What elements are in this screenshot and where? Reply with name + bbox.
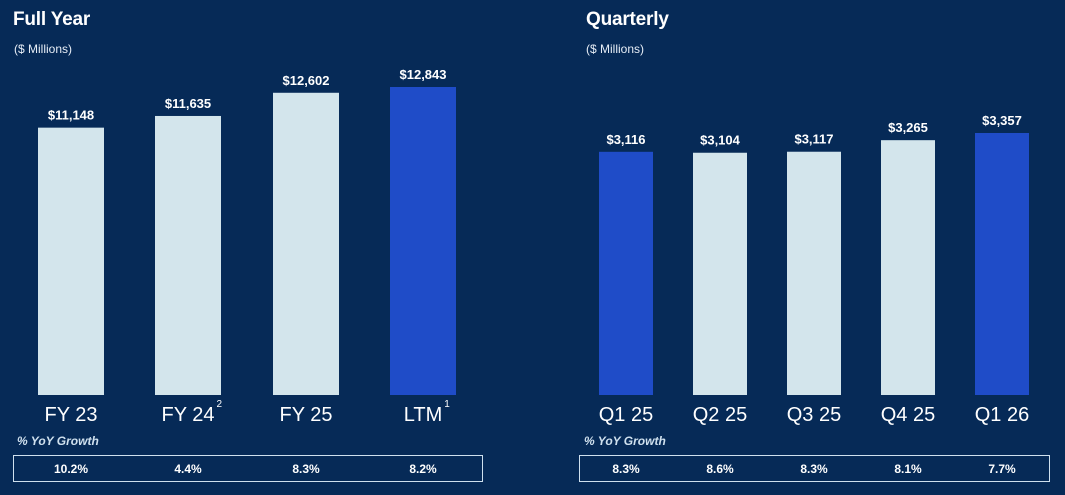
category-label: Q2 25 [693,404,747,426]
growth-value: 8.2% [409,462,437,476]
bar [693,152,747,395]
bar [390,87,456,395]
bar [881,140,935,395]
bar [38,127,104,395]
category-label: Q1 26 [975,404,1029,426]
quarterly-title: Quarterly [586,9,669,30]
growth-value: 8.6% [706,462,734,476]
footnote-superscript: 1 [444,399,450,410]
quarterly-bar-chart: $3,116 Q1 25 $3,104 Q2 25 $3,117 Q3 25 $3,265 Q… [599,113,1029,426]
value-label: $3,357 [982,113,1022,128]
category-label: Q1 25 [599,404,653,426]
category-label: Q3 25 [787,404,841,426]
growth-value: 10.2% [53,462,89,476]
footnote-superscript: 2 [217,399,223,410]
category-label: LTM [404,404,443,426]
growth-value: 8.3% [292,462,320,476]
category-label: FY 23 [45,404,98,426]
bar [975,133,1029,395]
full-year-title: Full Year [13,9,91,30]
growth-value: 7.7% [988,462,1016,476]
value-label: $3,117 [794,132,833,147]
value-label: $12,843 [400,67,447,82]
category-label: FY 24 [162,404,215,426]
bar [273,92,339,395]
value-label: $3,116 [606,132,645,147]
bar [599,151,653,395]
growth-value: 4.4% [174,462,202,476]
value-label: $12,602 [283,73,330,88]
value-label: $11,635 [165,96,211,111]
full-year-subtitle: ($ Millions) [14,42,73,56]
value-label: $3,265 [888,120,928,135]
category-label: Q4 25 [881,404,935,426]
category-label: FY 25 [280,404,333,426]
quarterly-panel: Quarterly ($ Millions) $3,116 Q1 25 $3,104… [570,0,1065,495]
quarterly-growth-row: 8.3% 8.6% 8.3% 8.1% 7.7% [579,455,1050,482]
bar [787,151,841,395]
growth-value: 8.3% [612,462,640,476]
full-year-growth-label: % YoY Growth [17,434,99,448]
full-year-bar-chart: $11,148 FY 23 $11,635 FY 24 2 $12,602 FY 25 $12… [38,67,456,426]
quarterly-subtitle: ($ Millions) [586,42,645,56]
growth-value: 8.1% [894,462,922,476]
value-label: $3,104 [700,133,741,148]
bar [155,115,221,395]
full-year-panel: Full Year ($ Millions) $11,148 FY 23 $11,6… [0,0,500,495]
full-year-growth-row: 10.2% 4.4% 8.3% 8.2% [13,455,483,482]
growth-value: 8.3% [800,462,828,476]
value-label: $11,148 [48,108,94,123]
quarterly-growth-label: % YoY Growth [584,434,666,448]
